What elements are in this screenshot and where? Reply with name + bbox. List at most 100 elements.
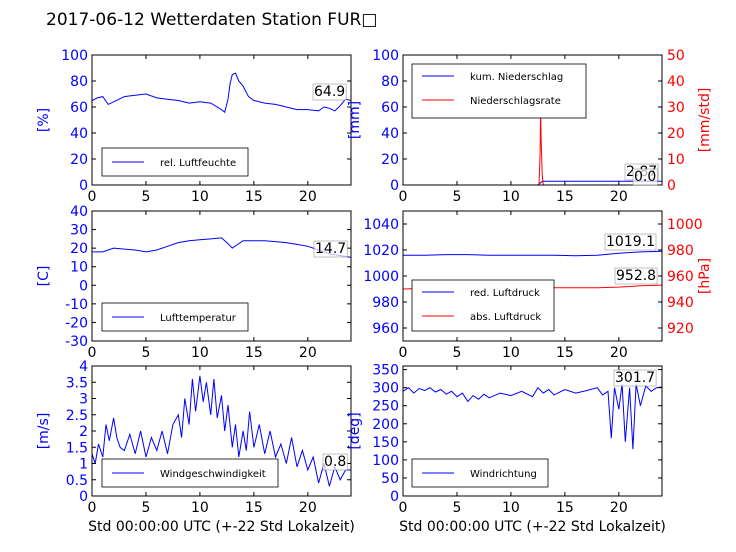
humidity-series-line-0: [92, 72, 351, 114]
precip-y-tick-label: 100: [372, 48, 399, 64]
precip-legend-box: [411, 63, 587, 119]
wind-x-axis-label: Std 00:00:00 UTC (+-22 Std Lokalzeit): [88, 519, 355, 535]
wind-x-tick-label: 0: [88, 500, 97, 516]
humidity-y-tick-label: 0: [79, 178, 88, 194]
wind-y-axis-label: [m/s]: [36, 413, 52, 450]
precip-axes-frame: [402, 54, 663, 186]
precip-y-tick-label: 40: [381, 126, 399, 142]
winddir-x-axis-label: Std 00:00:00 UTC (+-22 Std Lokalzeit): [399, 519, 666, 535]
wind-x-tick-label: 10: [191, 500, 209, 516]
precip-value-annotation: 0.0: [634, 169, 656, 185]
precip-x-tick-label: 20: [610, 189, 628, 205]
humidity-y-tick-label: 20: [70, 152, 88, 168]
precip-y2-tick-label: 20: [667, 126, 685, 142]
winddir-x-tick-label: 20: [610, 500, 628, 516]
temperature-x-tick-label: 10: [191, 345, 209, 361]
temperature-value-annotation-box: [313, 240, 348, 258]
wind-y-tick-label: 2.5: [66, 408, 88, 424]
winddir-axes-frame: [402, 365, 663, 497]
wind-y-tick-label: 3.5: [66, 375, 88, 391]
humidity-x-tick-label: 20: [299, 189, 317, 205]
temperature-y-tick-label: -10: [65, 297, 88, 313]
winddir-value-annotation-box: [613, 369, 657, 387]
precip-y2-tick-label: 10: [667, 152, 685, 168]
pressure-y-tick-label: 960: [372, 321, 399, 337]
humidity-y-tick-label: 100: [61, 48, 88, 64]
wind-y-tick-label: 0: [79, 489, 88, 505]
temperature-plot-area: [92, 237, 351, 258]
temperature-series-line-0: [92, 237, 351, 258]
humidity-x-tick-label: 15: [245, 189, 263, 205]
pressure-y-tick-label: 980: [372, 295, 399, 311]
winddir-y-tick-label: 300: [372, 381, 399, 397]
precip-y2-tick-label: 30: [667, 100, 685, 116]
temperature-y-tick-label: 0: [79, 278, 88, 294]
temperature-x-tick-label: 20: [299, 345, 317, 361]
temperature-y-tick-label: 20: [70, 241, 88, 257]
pressure-x-tick-label: 0: [399, 345, 408, 361]
temperature-y-tick-label: -20: [65, 315, 88, 331]
precip-series-line-1: [403, 106, 662, 185]
precip-plot-area: [403, 106, 662, 185]
pressure-legend-box: [411, 279, 555, 332]
temperature-x-tick-label: 15: [245, 345, 263, 361]
pressure-y2-tick-label: 980: [667, 243, 694, 259]
wind-value-annotation-box: [322, 453, 348, 471]
precip-y2-tick-label: 40: [667, 74, 685, 90]
pressure-y2-tick-label: 1000: [667, 217, 703, 233]
pressure-y2-tick-label: 920: [667, 321, 694, 337]
winddir-series-line-0: [403, 384, 662, 450]
precip-y-tick-label: 20: [381, 152, 399, 168]
winddir-x-tick-label: 10: [502, 500, 520, 516]
wind-x-tick-label: 15: [245, 500, 263, 516]
winddir-value-annotation: 301.7: [615, 370, 655, 386]
pressure-y-tick-label: 1040: [363, 217, 399, 233]
humidity-legend-label: rel. Luftfeuchte: [160, 158, 236, 169]
winddir-y-tick-label: 150: [372, 435, 399, 451]
precip-series-line-0: [403, 180, 662, 185]
pressure-y2-tick-label: 940: [667, 295, 694, 311]
humidity-x-tick-label: 10: [191, 189, 209, 205]
humidity-y-tick-label: 40: [70, 126, 88, 142]
humidity-x-tick-label: 0: [88, 189, 97, 205]
wind-y-tick-label: 1: [79, 457, 88, 473]
winddir-y-tick-label: 350: [372, 363, 399, 379]
winddir-y-tick-label: 200: [372, 417, 399, 433]
winddir-y-tick-label: 50: [381, 471, 399, 487]
pressure-y2-axis-label: [hPa]: [697, 258, 713, 294]
precip-x-tick-label: 10: [502, 189, 520, 205]
temperature-x-tick-label: 0: [88, 345, 97, 361]
wind-x-tick-label: 5: [141, 500, 150, 516]
pressure-legend-label: abs. Luftdruck: [470, 312, 541, 323]
pressure-legend-label: red. Luftdruck: [470, 288, 540, 299]
precip-legend-label: Niederschlagsrate: [470, 96, 561, 107]
temperature-y-tick-label: -30: [65, 334, 88, 350]
humidity-value-annotation: 64.9: [314, 84, 345, 100]
precip-y-tick-label: 60: [381, 100, 399, 116]
temperature-legend-label: Lufttemperatur: [160, 313, 237, 324]
precip-value-annotation-box: [632, 168, 658, 186]
pressure-y2-tick-label: 960: [667, 269, 694, 285]
figure-title: 2017-06-12 Wetterdaten Station FUR□: [46, 10, 378, 30]
wind-x-tick-label: 20: [299, 500, 317, 516]
pressure-value-annotation: 1019.1: [606, 234, 655, 250]
temperature-value-annotation: 14.7: [315, 241, 346, 257]
wind-y-tick-label: 2: [79, 424, 88, 440]
humidity-plot-area: [92, 72, 351, 114]
pressure-x-tick-label: 15: [556, 345, 574, 361]
precip-x-tick-label: 0: [399, 189, 408, 205]
precip-x-tick-label: 5: [452, 189, 461, 205]
wind-y-tick-label: 3: [79, 392, 88, 408]
wind-series-line-0: [92, 375, 351, 487]
humidity-value-annotation-box: [312, 83, 347, 101]
wind-y-tick-label: 0.5: [66, 473, 88, 489]
wind-y-tick-label: 1.5: [66, 440, 88, 456]
wind-y-tick-label: 4: [79, 359, 88, 375]
pressure-value-annotation-box: [614, 267, 658, 285]
temperature-y-tick-label: 10: [70, 260, 88, 276]
wind-value-annotation: 0.8: [324, 454, 346, 470]
precip-x-tick-label: 15: [556, 189, 574, 205]
temperature-y-tick-label: 40: [70, 204, 88, 220]
precip-y-tick-label: 80: [381, 74, 399, 90]
precip-y-axis-label: [mm]: [347, 101, 363, 139]
